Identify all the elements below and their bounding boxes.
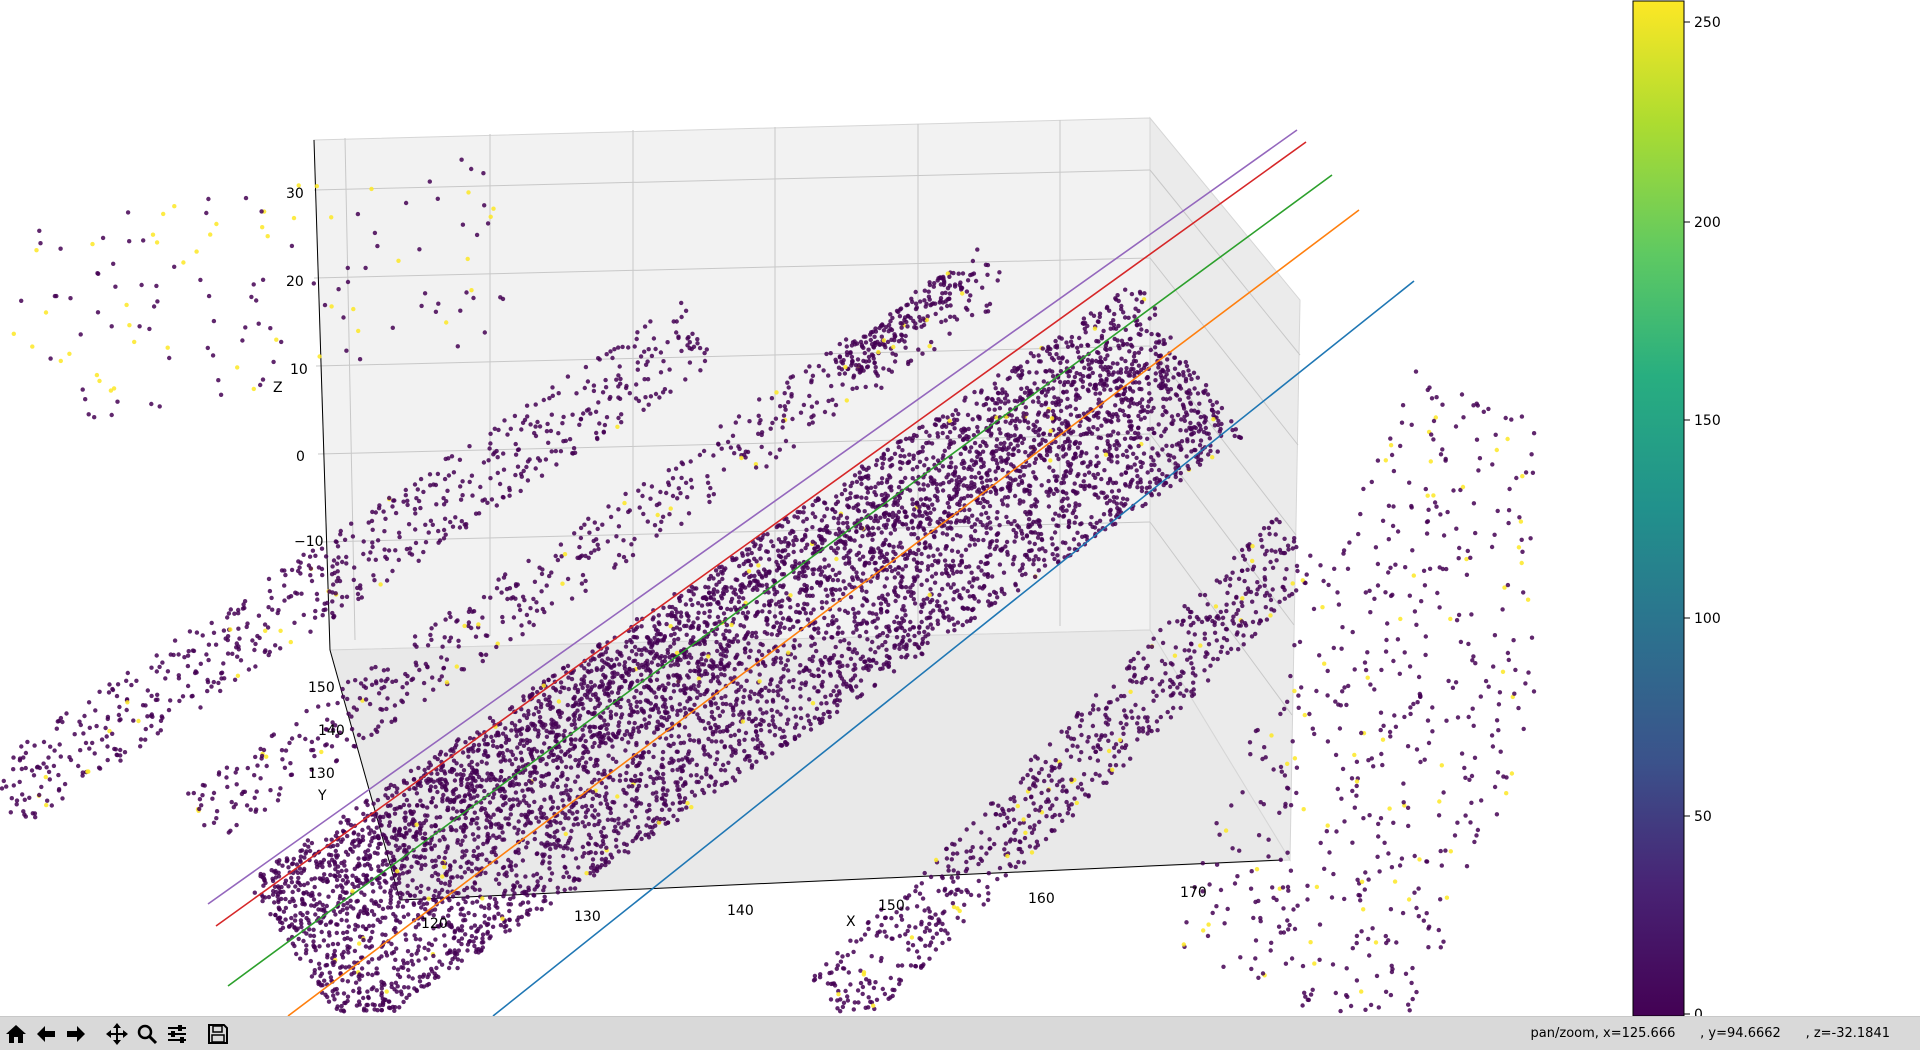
colorbar-tick-label: 100 bbox=[1694, 611, 1721, 627]
x-axis-line bbox=[399, 859, 1283, 901]
save-icon bbox=[208, 1024, 228, 1044]
z-tick-label: 20 bbox=[286, 274, 304, 290]
configure-subplots-icon bbox=[168, 1025, 186, 1043]
x-tick-label: 150 bbox=[878, 898, 905, 914]
colorbar bbox=[1632, 0, 1685, 1016]
home-icon bbox=[6, 1025, 26, 1043]
colorbar-tick-label: 150 bbox=[1694, 413, 1721, 429]
forward-arrow-icon bbox=[67, 1026, 85, 1042]
zoom-button[interactable] bbox=[134, 1021, 160, 1047]
lane-lines bbox=[207, 129, 1415, 1016]
configure-subplots-button[interactable] bbox=[164, 1021, 190, 1047]
z-tick-label: 30 bbox=[286, 186, 304, 202]
colorbar-tick-label: 200 bbox=[1694, 215, 1721, 231]
y-tick-label: 130 bbox=[308, 766, 335, 782]
x-tick-labels: 120 130 140 150 160 170 bbox=[421, 885, 1207, 932]
z-tick-label: 10 bbox=[290, 362, 308, 378]
home-button[interactable] bbox=[3, 1021, 29, 1047]
x-tick-label: 130 bbox=[574, 909, 601, 925]
y-tick-label: 150 bbox=[308, 680, 335, 696]
colorbar-ticks: 0 50 100 150 200 250 bbox=[1684, 15, 1721, 1016]
y-tick-label: 140 bbox=[318, 723, 345, 739]
lane-line-4 bbox=[287, 209, 1360, 1016]
lane-line-3 bbox=[227, 174, 1333, 987]
point-cloud bbox=[0, 157, 1537, 1014]
y-tick-labels: 130 140 150 bbox=[308, 680, 345, 782]
x-tick-label: 120 bbox=[421, 916, 448, 932]
plot-canvas[interactable]: 30 20 10 0 −10 130 140 150 120 130 140 150 160 170 … bbox=[0, 0, 1920, 1016]
x-axis-label: X bbox=[846, 914, 856, 930]
colorbar-tick-label: 0 bbox=[1694, 1007, 1703, 1016]
back-button[interactable] bbox=[33, 1021, 59, 1047]
x-tick-label: 160 bbox=[1028, 891, 1055, 907]
pan-button[interactable] bbox=[104, 1021, 130, 1047]
save-button[interactable] bbox=[205, 1021, 231, 1047]
z-axis-line bbox=[313, 139, 331, 651]
navigation-toolbar: pan/zoom, x=125.666 , y=94.6662 , z=-32.… bbox=[0, 1016, 1920, 1050]
lane-line-5 bbox=[492, 280, 1415, 1016]
cursor-coordinates: pan/zoom, x=125.666 , y=94.6662 , z=-32.… bbox=[1530, 1026, 1890, 1041]
pan-icon bbox=[106, 1023, 128, 1045]
z-axis-label: Z bbox=[273, 380, 283, 396]
forward-button[interactable] bbox=[63, 1021, 89, 1047]
y-axis-label: Y bbox=[317, 788, 327, 804]
colorbar-tick-label: 250 bbox=[1694, 15, 1721, 31]
z-tick-label: −10 bbox=[294, 534, 324, 550]
x-tick-label: 140 bbox=[727, 903, 754, 919]
z-tick-label: 0 bbox=[296, 449, 305, 465]
z-tick-labels: 30 20 10 0 −10 bbox=[286, 186, 324, 550]
lane-line-2 bbox=[215, 141, 1307, 927]
y-axis-line bbox=[329, 649, 401, 901]
colorbar-tick-label: 50 bbox=[1694, 809, 1712, 825]
zoom-icon bbox=[137, 1024, 158, 1045]
x-tick-label: 170 bbox=[1180, 885, 1207, 901]
back-arrow-icon bbox=[37, 1026, 55, 1042]
lane-line-1 bbox=[207, 129, 1298, 905]
